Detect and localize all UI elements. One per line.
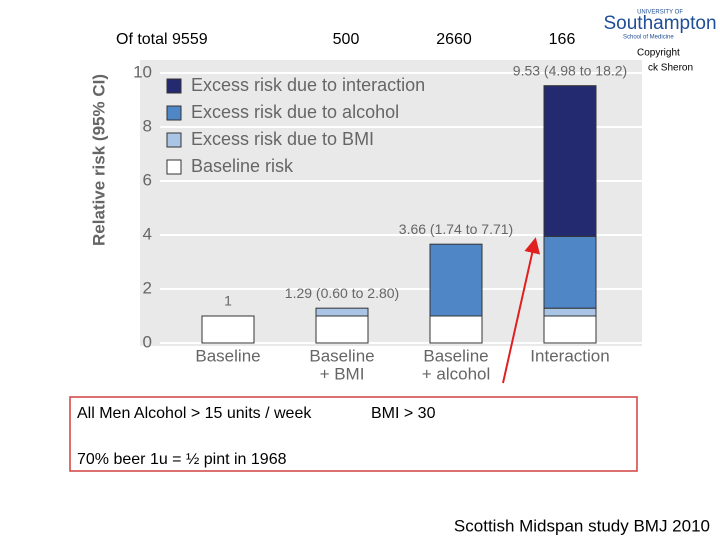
legend-label: Baseline risk [191, 156, 294, 176]
x-tick-label: Baseline [195, 346, 260, 365]
x-tick-label: + BMI [320, 364, 365, 383]
y-tick-label: 10 [133, 62, 152, 81]
logo-school: School of Medicine [623, 35, 674, 41]
logo-name: Southampton [603, 13, 716, 34]
data-label: 1.29 (0.60 to 2.80) [285, 285, 399, 301]
arrow [502, 237, 541, 384]
bar-segment [429, 243, 483, 317]
copyright: ck Sheron [648, 63, 693, 74]
y-tick-label: 2 [143, 278, 152, 297]
data-label: 3.66 (1.74 to 7.71) [399, 221, 513, 237]
copyright: Copyright [637, 48, 680, 59]
x-tick-label: Interaction [530, 346, 609, 365]
header-count: 2660 [436, 31, 472, 48]
legend-swatch [166, 105, 182, 121]
bar-segment [543, 315, 597, 344]
bar-segment [543, 85, 597, 237]
header-total: Of total 9559 [116, 31, 208, 48]
data-label: 1 [224, 293, 232, 309]
note: 70% beer 1u = ½ pint in 1968 [77, 451, 287, 468]
bar-segment [543, 235, 597, 309]
note: BMI > 30 [371, 405, 436, 422]
y-tick-label: 6 [143, 170, 152, 189]
chart: 0 2 4 6 8 10 Relative risk (95% CI) 1 Baseline 1.… [89, 62, 642, 383]
note-box [69, 396, 638, 472]
y-axis-label: Relative risk (95% CI) [89, 74, 108, 246]
x-tick-label: Baseline [423, 346, 488, 365]
y-tick-label: 8 [143, 116, 152, 135]
logo-university: UNIVERSITY OF [637, 10, 683, 16]
data-label: 9.53 (4.98 to 18.2) [513, 62, 627, 78]
bar-segment [543, 307, 597, 317]
header-count: 500 [333, 31, 360, 48]
footer: Scottish Midspan study BMJ 2010 [454, 516, 710, 535]
note: All Men Alcohol > 15 units / week [77, 405, 312, 422]
y-tick-label: 4 [143, 224, 152, 243]
legend-label: Excess risk due to BMI [191, 129, 374, 149]
bar-segment [315, 315, 369, 344]
legend-swatch [166, 78, 182, 94]
legend-swatch [166, 159, 182, 175]
header-count: 166 [549, 31, 576, 48]
legend-swatch [166, 132, 182, 148]
bar-segment [429, 315, 483, 344]
legend-label: Excess risk due to interaction [191, 75, 425, 95]
bar-segment [201, 315, 255, 344]
x-tick-label: Baseline [309, 346, 374, 365]
bar-segment [315, 307, 369, 317]
y-tick-label: 0 [143, 332, 152, 351]
x-tick-label: + alcohol [422, 364, 491, 383]
legend-label: Excess risk due to alcohol [191, 102, 399, 122]
